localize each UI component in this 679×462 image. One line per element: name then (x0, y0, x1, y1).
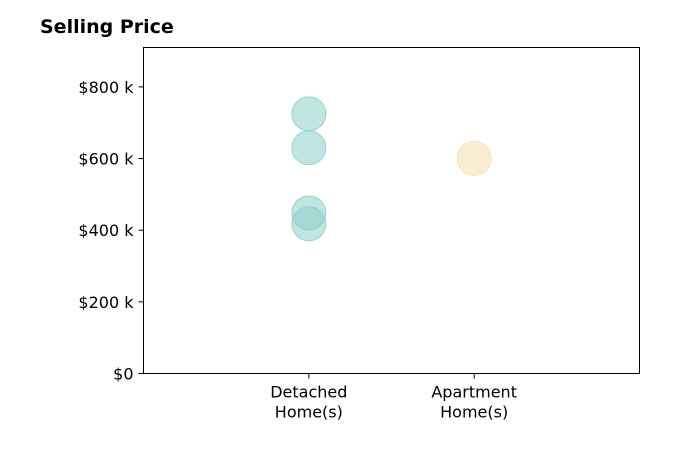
y-tick-label: $400 k (78, 221, 134, 240)
plot-frame (143, 47, 640, 374)
data-point (456, 141, 492, 177)
y-tick-label: $800 k (78, 78, 134, 97)
y-tick-label: $200 k (78, 293, 134, 312)
data-points (291, 96, 492, 242)
x-tick-label: Detached Home(s) (270, 383, 347, 422)
y-tick-label: $600 k (78, 150, 134, 169)
x-tick-label: Apartment Home(s) (431, 383, 517, 422)
data-point (291, 130, 327, 166)
y-axis: $0 $200 k $400 k $600 k $800 k (78, 78, 144, 384)
chart-title: Selling Price (40, 16, 174, 38)
data-point (291, 206, 327, 242)
data-point (291, 96, 327, 132)
y-tick-label: $0 (113, 365, 133, 384)
x-axis: Detached Home(s) Apartment Home(s) (270, 373, 517, 422)
